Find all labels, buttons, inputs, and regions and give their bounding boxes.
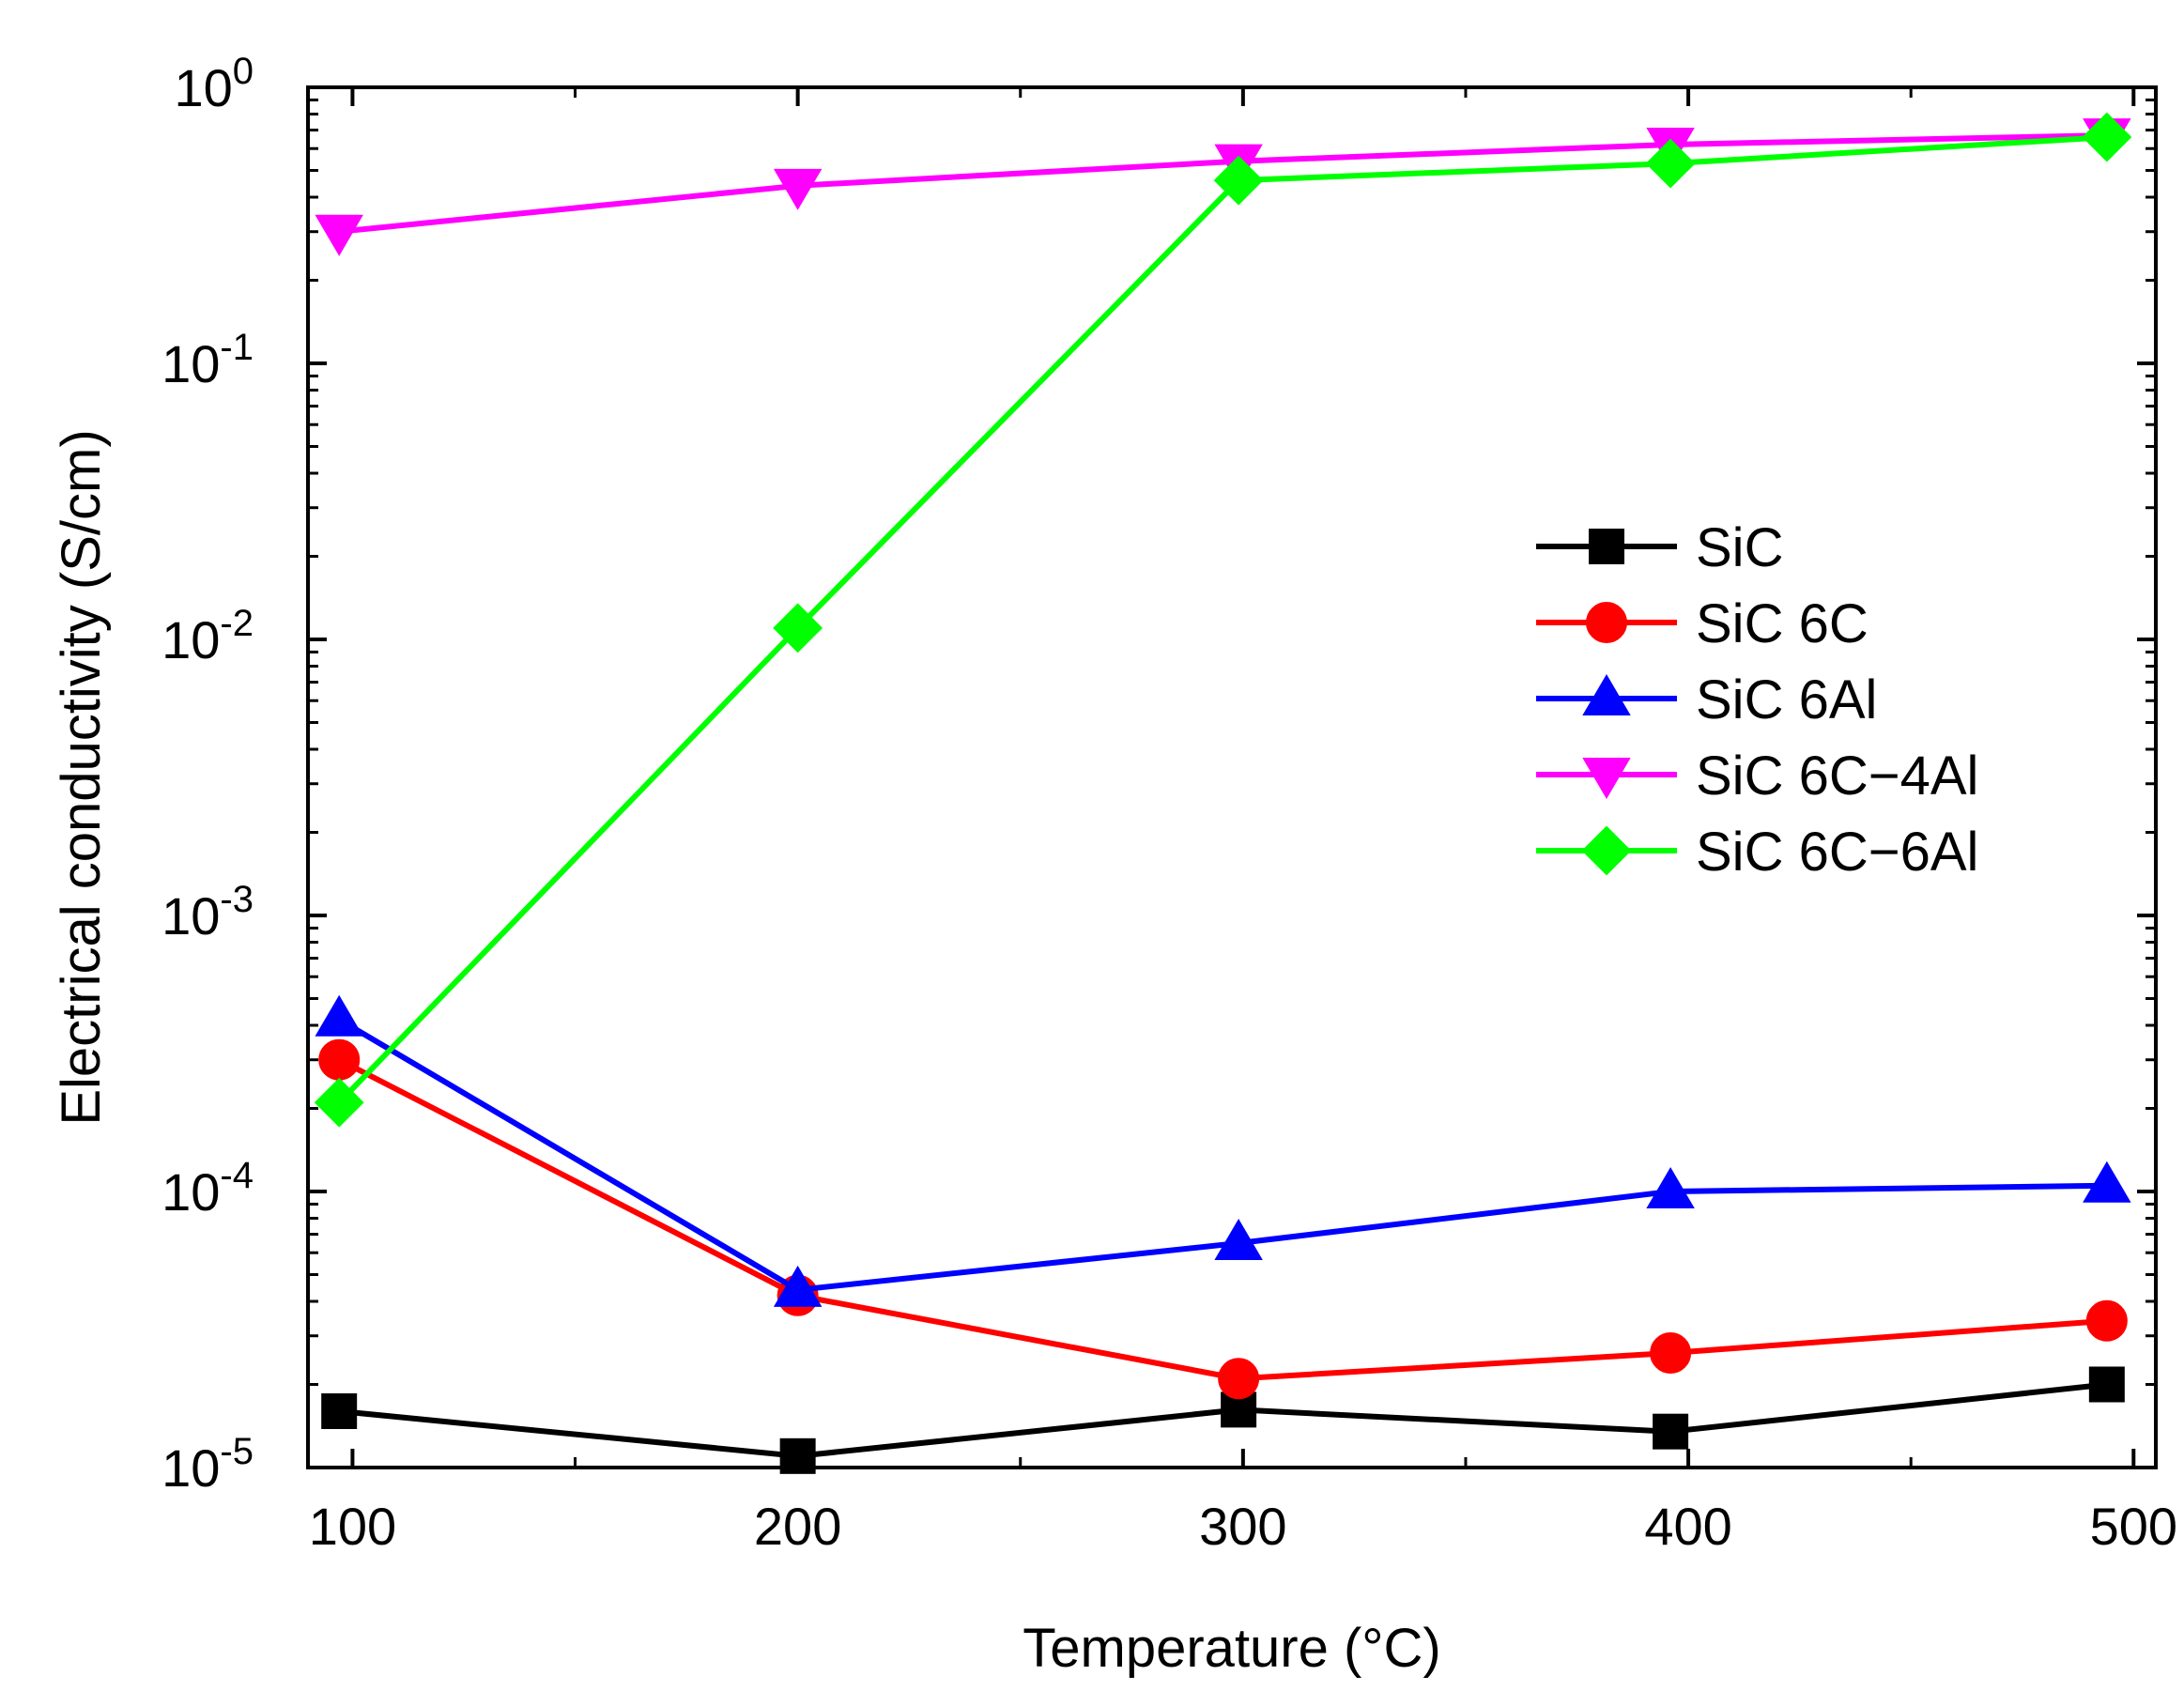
legend-label: SiC 6C xyxy=(1696,593,1869,654)
data-point xyxy=(1221,1391,1257,1428)
y-tick-label: 10-1 xyxy=(161,327,254,393)
series-2 xyxy=(315,994,2131,1307)
data-point xyxy=(2082,112,2132,162)
data-point xyxy=(314,1077,364,1128)
legend-marker xyxy=(1586,602,1627,643)
legend-label: SiC 6Al xyxy=(1696,669,1877,730)
legend: SiC SiC 6C SiC 6Al SiC 6C−4Al SiC 6C−6Al xyxy=(1536,517,1978,883)
legend-label: SiC 6C−4Al xyxy=(1696,746,1978,807)
legend-label: SiC xyxy=(1696,517,1783,578)
y-tick-label: 10-4 xyxy=(161,1155,254,1222)
y-tick-label: 10-3 xyxy=(161,879,254,945)
axis-ticks xyxy=(308,85,2156,1469)
y-tick-label: 10-2 xyxy=(161,603,254,669)
data-point xyxy=(315,994,363,1037)
data-point xyxy=(321,1392,358,1429)
data-point xyxy=(773,603,823,653)
data-point xyxy=(2083,1161,2131,1203)
x-axis-title: Temperature (°C) xyxy=(1023,1618,1440,1679)
series-line xyxy=(337,1057,2108,1382)
y-tick-label: 10-5 xyxy=(161,1431,254,1498)
x-tick-label: 300 xyxy=(1199,1497,1286,1556)
legend-marker xyxy=(1582,758,1631,799)
legend-entry: SiC 6Al xyxy=(1536,669,1877,730)
x-tick-label: 100 xyxy=(309,1497,396,1556)
data-point xyxy=(1646,1167,1695,1208)
series-0 xyxy=(321,1366,2125,1474)
data-point xyxy=(2088,1366,2125,1403)
data-point xyxy=(1650,1331,1692,1374)
legend-entry: SiC 6C−6Al xyxy=(1536,822,1978,883)
y-tick-label: 100 xyxy=(174,51,254,117)
data-point xyxy=(1645,138,1696,189)
legend-marker xyxy=(1581,825,1632,876)
series-layer xyxy=(314,112,2132,1474)
data-point xyxy=(1653,1413,1689,1450)
data-point xyxy=(318,1038,361,1081)
legend-entry: SiC 6C xyxy=(1536,593,1869,654)
data-point xyxy=(773,1265,823,1307)
legend-marker xyxy=(1582,674,1631,715)
data-point xyxy=(1213,155,1264,206)
data-point xyxy=(779,1437,816,1474)
series-4 xyxy=(314,112,2132,1128)
data-point xyxy=(315,214,363,256)
x-tick-label: 400 xyxy=(1644,1497,1731,1556)
data-point xyxy=(1218,1358,1260,1400)
series-1 xyxy=(318,1038,2128,1400)
axis-tick-labels: 100 200 300 400 500 10-5 10-4 10-3 10-2 10-1 100 xyxy=(161,51,2177,1556)
x-tick-label: 500 xyxy=(2090,1497,2177,1556)
x-tick-label: 200 xyxy=(754,1497,841,1556)
legend-entry: SiC xyxy=(1536,517,1783,578)
plot-frame xyxy=(306,85,2158,1469)
legend-marker xyxy=(1589,529,1624,564)
legend-label: SiC 6C−6Al xyxy=(1696,822,1978,883)
data-point xyxy=(1214,1219,1263,1261)
legend-entry: SiC 6C−4Al xyxy=(1536,746,1978,807)
data-point xyxy=(773,168,823,210)
y-axis-title: Electrical conductivity (S/cm) xyxy=(51,429,112,1125)
data-point xyxy=(2085,1299,2128,1342)
